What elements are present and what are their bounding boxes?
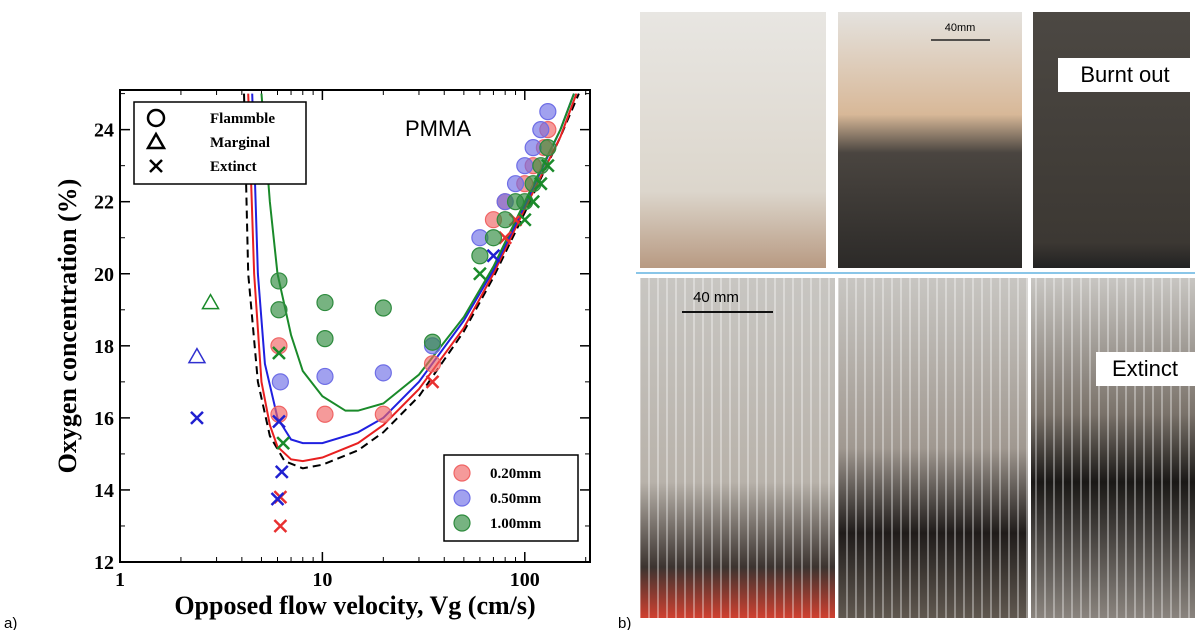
marker: [423, 333, 442, 351]
photo: [640, 12, 826, 268]
marker: [533, 176, 548, 191]
marker: [276, 436, 291, 450]
marker: [316, 293, 334, 312]
marker: [540, 158, 555, 173]
marker: [496, 211, 514, 229]
marker: [374, 364, 392, 382]
marker: [187, 347, 207, 364]
photo-panel: 40mm 40 mm Burnt out Extinct b): [618, 12, 1195, 630]
marker: [273, 519, 288, 533]
photo: [1033, 12, 1190, 268]
marker: [539, 139, 557, 157]
legend-label: 0.50mm: [490, 491, 542, 507]
x-tick-label: 10: [312, 569, 332, 591]
panel-label: b): [618, 615, 631, 630]
plot-frame: [119, 89, 591, 563]
marker: [471, 247, 489, 265]
y-tick-label: 20: [94, 264, 114, 286]
photo-texture: [1031, 278, 1195, 618]
marker: [270, 272, 288, 290]
annotation: PMMA: [405, 116, 471, 141]
legend-label: Marginal: [210, 135, 270, 151]
photo-texture: [838, 278, 1028, 618]
label-box: [1058, 58, 1192, 92]
marker: [532, 121, 550, 139]
legend-label: Flammble: [210, 111, 275, 127]
curves: [243, 93, 580, 470]
marker: [272, 346, 286, 360]
marker: [517, 212, 532, 227]
marker: [374, 405, 392, 423]
fit-curve: [243, 93, 580, 470]
marker: [145, 131, 167, 150]
marker: [270, 301, 288, 319]
marker: [516, 193, 534, 211]
marker: [272, 414, 286, 429]
label-box: [1096, 352, 1195, 386]
marker: [271, 373, 289, 391]
marker: [425, 374, 440, 389]
marker: [149, 159, 163, 173]
marker: [453, 489, 471, 507]
marker: [453, 514, 471, 532]
marker: [316, 367, 334, 386]
photo-texture: [640, 278, 835, 618]
marker: [484, 229, 503, 247]
scale-label: 40mm: [945, 22, 976, 34]
y-tick-label: 22: [94, 192, 114, 214]
marker: [423, 355, 442, 373]
legend-label: 0.20mm: [490, 466, 542, 482]
panel-label: a): [4, 615, 17, 630]
marker: [316, 405, 334, 423]
marker: [473, 266, 487, 281]
photo-label: Burnt out: [1080, 62, 1169, 87]
marker: [524, 139, 542, 157]
scale-label: 40 mm: [693, 289, 739, 306]
marker: [270, 492, 285, 506]
fit-curve: [260, 93, 575, 412]
marker: [526, 194, 541, 209]
y-tick-label: 12: [94, 552, 114, 574]
marker: [201, 293, 220, 310]
marker: [274, 465, 289, 479]
marker: [316, 330, 334, 348]
marker: [539, 103, 557, 121]
marker: [146, 108, 166, 128]
fit-curve: [251, 93, 575, 445]
y-tick-label: 18: [94, 336, 114, 358]
marker: [453, 464, 471, 482]
x-tick-label: 1: [115, 569, 125, 591]
marker: [506, 175, 525, 193]
x-tick-label: 100: [510, 569, 540, 591]
photo-label: Extinct: [1112, 356, 1178, 381]
marker: [524, 175, 542, 193]
marker: [190, 410, 204, 425]
marker: [486, 248, 501, 263]
x-axis-label: Opposed flow velocity, Vg (cm/s): [174, 591, 535, 620]
legend-label: Extinct: [210, 159, 257, 175]
y-axis-label: Oxygen concentration (%): [53, 179, 82, 474]
photo: [838, 12, 1022, 268]
legend-label: 1.00mm: [490, 516, 542, 532]
marker: [498, 230, 513, 245]
y-tick-label: 24: [94, 120, 114, 142]
marker: [516, 157, 534, 175]
marker: [374, 299, 392, 317]
y-tick-label: 16: [94, 408, 114, 430]
y-tick-label: 14: [94, 480, 114, 502]
